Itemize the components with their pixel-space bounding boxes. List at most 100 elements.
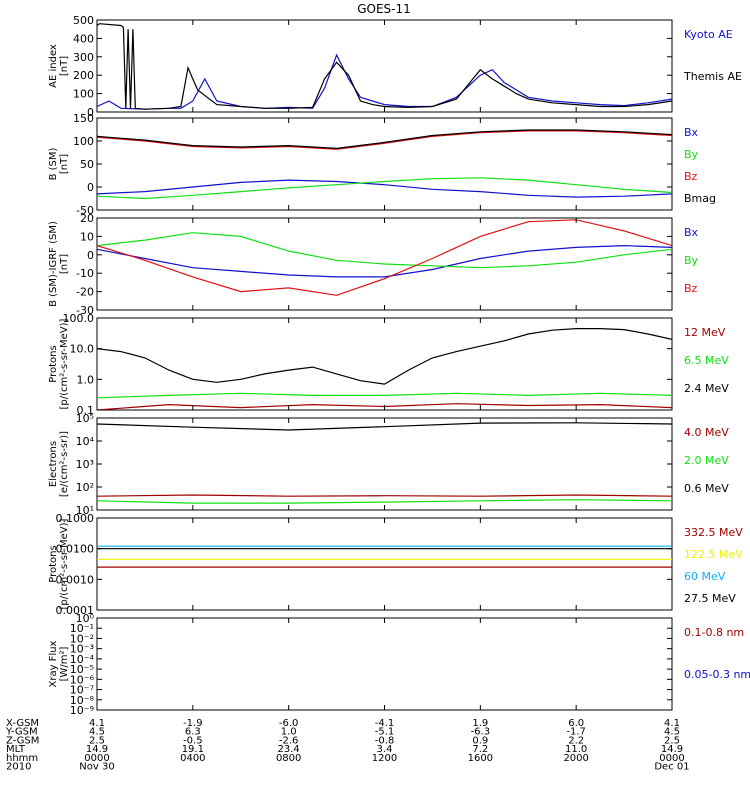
legend-entry: 27.5 MeV [684, 592, 736, 605]
legend-entry: 4.0 MeV [684, 426, 729, 439]
ephem-value: 4.1 [664, 718, 680, 729]
legend-entry: 0.05-0.3 nm [684, 668, 750, 681]
legend-entry: 332.5 MeV [684, 526, 743, 539]
legend-entry: Bz [684, 282, 698, 295]
ephem-row-label: MLT [6, 744, 26, 755]
ephem-value: -1.7 [566, 727, 586, 738]
ephem-value: 6.0 [568, 718, 584, 729]
series-line-bz [97, 130, 672, 150]
legend-entry: Themis AE [683, 70, 742, 83]
year-label: 2010 [6, 762, 31, 773]
ephem-value: -0.5 [183, 735, 203, 746]
legend-entry: Kyoto AE [684, 28, 733, 41]
series-line-bz [97, 219, 672, 296]
legend-entry: 2.0 MeV [684, 454, 729, 467]
panel-frame [96, 617, 673, 711]
y-tick-label: 10 [80, 230, 94, 243]
y-tick-label: 100 [73, 88, 94, 101]
y-axis-label: [e/(cm²-s-sr)] [59, 431, 70, 497]
legend-entry: Bx [684, 126, 699, 139]
ephem-value: 2.2 [568, 735, 584, 746]
ephem-value: 4.1 [89, 718, 105, 729]
legend-entry: 60 MeV [684, 570, 726, 583]
series-line-bmag [97, 129, 672, 150]
y-axis-label: B (SM)-IGRF (SM) [48, 221, 59, 307]
ephem-value: 7.2 [472, 744, 488, 755]
ephemeris-table: X-GSM 4.1 -1.9 -6.0 -4.1 1.9 6.0 4.1 Y-GSM 4.5 6.3… [5, 718, 690, 773]
ephem-value: -0.8 [375, 735, 395, 746]
y-axis-label: AE index [48, 44, 59, 88]
ephem-value: -5.1 [375, 727, 395, 738]
y-axis-label: B (SM) [48, 147, 59, 180]
y-tick-label: 10⁻⁷ [70, 684, 94, 697]
ephem-value: -6.0 [279, 718, 299, 729]
y-axis-label: [p/(cm²-s-sr-MeV)] [59, 318, 70, 409]
y-tick-label: -20 [76, 286, 94, 299]
y-tick-label: 0 [87, 249, 94, 262]
series-group [97, 422, 672, 504]
ephem-value: 0.9 [472, 735, 488, 746]
ephem-value: 6.3 [185, 727, 201, 738]
y-tick-label: 10⁻⁶ [70, 673, 95, 686]
y-axis-label: [nT] [59, 254, 70, 274]
y-tick-label: 0.0100 [56, 543, 95, 556]
y-tick-label: 10⁻⁸ [70, 694, 95, 707]
series-group [97, 219, 672, 296]
y-tick-label: 10.0 [70, 343, 95, 356]
panel-bsm: -50 0 50 100 150 B (SM) [nT] Bx By Bz Bmag [48, 112, 716, 217]
ephem-value: -6.3 [471, 727, 491, 738]
y-tick-label: 10⁵ [76, 412, 94, 425]
y-tick-label: 10⁻¹ [70, 622, 94, 635]
ephem-value: 1200 [372, 753, 397, 764]
series-line-bx [97, 179, 672, 198]
panel-bigrf: -30 -20 -10 0 10 20 B (SM)-IGRF (SM) [nT] Bx By Bz [48, 212, 699, 317]
y-tick-label: 0.0001 [56, 604, 95, 617]
ephem-row-label: Z-GSM [6, 735, 39, 746]
legend-entry: 0.6 MeV [684, 482, 729, 495]
series-line-themis-ae [97, 23, 672, 110]
ephem-value: 0400 [180, 753, 205, 764]
panel-electrons: 10¹ 10² 10³ 10⁴ 10⁵ Electrons [e/(cm²-s-sr)] 4.… [48, 412, 729, 517]
y-tick-label: 10¹ [76, 504, 94, 517]
y-axis-label: [W/m²] [59, 646, 70, 681]
series-line-4-0-mev [97, 494, 672, 497]
legend-entry: By [684, 254, 699, 267]
legend-entry: Bx [684, 226, 699, 239]
start-date-label: Nov 30 [79, 762, 114, 773]
ephem-value: 2.5 [89, 735, 105, 746]
y-tick-label: 0 [87, 106, 94, 119]
legend-entry: 122.5 MeV [684, 548, 743, 561]
figure-title: GOES-11 [357, 2, 411, 16]
ephem-value: 0800 [276, 753, 301, 764]
ephem-value: 0000 [659, 753, 684, 764]
ephem-value: -4.1 [375, 718, 395, 729]
series-line-bx [97, 244, 672, 278]
panel-ae: 0 100 200 300 400 500 AE index [nT] Kyoto AE Them… [48, 14, 742, 119]
y-tick-label: 100 [73, 135, 94, 148]
y-tick-label: 150 [73, 112, 94, 125]
series-line-by [97, 177, 672, 200]
y-axis-label: [nT] [59, 56, 70, 76]
ephem-value: 11.0 [565, 744, 587, 755]
ephem-value: 14.9 [86, 744, 108, 755]
ephem-value: 4.5 [664, 727, 680, 738]
series-line-6-5-mev [97, 392, 672, 399]
ephem-value: 1.9 [472, 718, 488, 729]
series-group [97, 129, 672, 200]
y-tick-label: -50 [76, 204, 94, 217]
series-line-2-4-mev [97, 328, 672, 385]
y-axis-label: Protons [48, 545, 59, 582]
series-line-by [97, 232, 672, 269]
y-axis-label: Electrons [48, 441, 59, 487]
y-tick-label: 1.0 [77, 373, 95, 386]
y-axis-label: [p/(cm²-s-sr-MeV)] [59, 518, 70, 609]
series-group [97, 328, 672, 410]
ephem-value: 1.0 [281, 727, 297, 738]
end-date-label: Dec 01 [654, 762, 689, 773]
series-line-0-6-mev [97, 422, 672, 431]
legend-entry: 2.4 MeV [684, 382, 729, 395]
ephem-value: -1.9 [183, 718, 203, 729]
ephem-row-label: Y-GSM [5, 727, 38, 738]
